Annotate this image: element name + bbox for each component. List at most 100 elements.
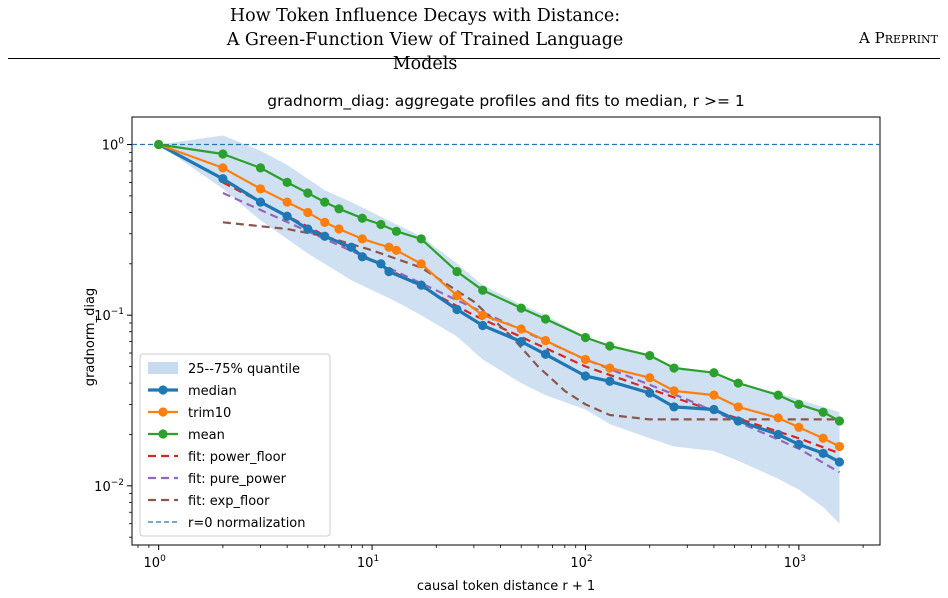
series-mean-point — [376, 219, 386, 230]
legend-mean-label: mean — [188, 428, 225, 443]
legend-fit-power-floor-label: fit: power_floor — [188, 450, 287, 465]
series-mean-point — [320, 197, 330, 207]
x-tick-exponent: 0 — [160, 554, 166, 564]
series-trim10-point — [218, 163, 228, 173]
series-median-point — [346, 242, 356, 252]
series-mean-point — [452, 267, 462, 277]
series-mean-point — [669, 363, 679, 373]
y-tick-exponent: −1 — [111, 307, 124, 317]
legend-25-75-quantile-swatch — [148, 362, 178, 374]
x-tick-label: 102 — [570, 554, 592, 571]
series-median-point — [834, 457, 845, 467]
legend-r-0-normalization-label: r=0 normalization — [188, 516, 306, 531]
series-mean-point — [391, 226, 401, 236]
series-mean-point — [580, 332, 591, 343]
series-trim10-point — [452, 291, 462, 301]
series-median-point — [605, 376, 615, 386]
series-median-point — [255, 197, 266, 207]
series-fit-exp-floor-line — [222, 221, 840, 421]
x-tick-exponent: 2 — [587, 554, 593, 564]
series-mean-point — [645, 350, 655, 361]
paper-title-line-1: How Token Influence Decays with Distance… — [229, 6, 621, 26]
series-median-point — [282, 211, 292, 221]
y-tick-exponent: 0 — [118, 137, 124, 147]
series-trim10-point — [384, 242, 394, 252]
series-mean-point — [282, 177, 292, 187]
page-header: How Token Influence Decays with Distance… — [0, 0, 948, 74]
x-tick-exponent: 3 — [800, 554, 806, 564]
series-mean-point — [255, 163, 266, 173]
series-mean-point — [334, 204, 344, 214]
legend-25-75-quantile-label: 25--75% quantile — [188, 362, 300, 377]
series-mean-point — [733, 378, 743, 388]
legend-mean-marker — [158, 429, 168, 439]
series-median-point — [709, 404, 719, 415]
series-median-point — [303, 224, 313, 234]
quantile-band — [158, 135, 840, 524]
decay-chart: gradnorm_diag: aggregate profiles and fi… — [83, 92, 881, 594]
series-median-point — [818, 448, 828, 458]
y-axis-label: gradnorm_diag — [83, 288, 98, 386]
series-median-point — [357, 252, 367, 262]
y-tick-label: 10−2 — [94, 478, 124, 495]
legend-median-marker — [158, 385, 168, 395]
series-mean-point — [818, 407, 828, 417]
series-mean-point — [416, 234, 426, 244]
series-median-point — [540, 349, 551, 359]
series-mean-point — [218, 149, 228, 159]
x-tick-label: 103 — [784, 554, 806, 571]
series-trim10-point — [645, 373, 655, 383]
legend-fit-pure-power-label: fit: pure_power — [188, 472, 287, 487]
series-trim10-point — [416, 259, 426, 269]
series-median-point — [384, 267, 394, 277]
series-trim10-point — [773, 413, 783, 423]
series-median-point — [580, 371, 591, 381]
series-median-point — [516, 337, 526, 347]
series-trim10-point — [580, 354, 591, 365]
legend-fit-exp-floor-label: fit: exp_floor — [188, 494, 270, 509]
plot-frame — [131, 116, 881, 546]
legend: 25--75% quantile median trim10 mean fit: pow… — [139, 353, 331, 537]
y-tick-label: 10−1 — [94, 307, 124, 324]
series-mean-point — [478, 285, 488, 295]
series-median-point — [478, 320, 488, 331]
series-mean-point — [540, 314, 551, 324]
series-mean-point — [834, 416, 845, 426]
x-tick-exponent: 1 — [373, 554, 379, 564]
legend-trim10-marker — [158, 407, 168, 417]
series-mean-point — [709, 368, 719, 378]
series-mean-point — [605, 341, 615, 351]
series-median-point — [645, 388, 655, 398]
series-median-point — [416, 280, 426, 290]
series-trim10-point — [733, 402, 743, 412]
series-trim10-point — [794, 422, 804, 432]
series-median-point — [669, 402, 679, 412]
series-median-point — [452, 304, 462, 315]
legend-trim10-label: trim10 — [188, 406, 231, 421]
series-median-point — [376, 259, 386, 269]
series-trim10-point — [303, 207, 313, 218]
series-trim10-point — [357, 234, 367, 244]
series-median-point — [218, 174, 228, 184]
series-trim10-point — [818, 433, 828, 443]
series-trim10-point — [282, 197, 292, 207]
series-trim10-point — [709, 390, 719, 400]
series-trim10-point — [391, 245, 401, 255]
plot-content — [132, 135, 880, 524]
series-mean-point — [154, 139, 164, 150]
series-mean-point — [303, 188, 313, 198]
series-trim10-point — [669, 386, 679, 396]
series-trim10-point — [516, 324, 526, 334]
y-tick-label: 100 — [102, 137, 125, 154]
series-trim10-point — [334, 224, 344, 234]
series-trim10-point — [605, 363, 615, 373]
series-mean-point — [773, 390, 783, 400]
series-trim10-point — [320, 217, 330, 227]
series-trim10-point — [540, 335, 551, 346]
x-tick-label: 101 — [357, 554, 379, 571]
series-trim10-point — [834, 441, 845, 452]
header-rule — [8, 58, 940, 59]
legend-box — [139, 353, 331, 537]
series-trim10-point — [255, 184, 266, 194]
preprint-tag: A Preprint — [859, 29, 938, 47]
